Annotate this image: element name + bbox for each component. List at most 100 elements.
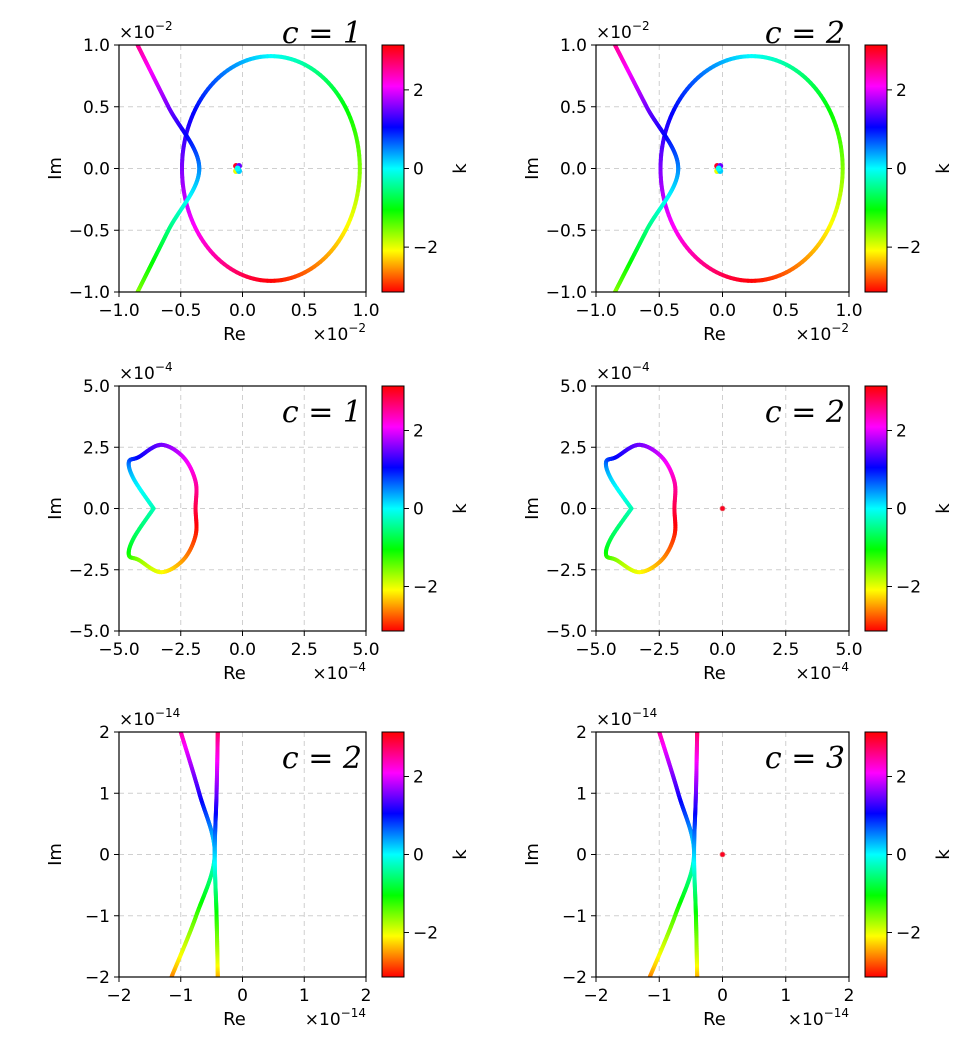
x-scale-label: ×10−14 [305,1006,366,1030]
colorbar-gradient [381,385,405,632]
x-scale-label: ×10−2 [312,321,366,345]
colorbar-label: k [450,849,471,860]
x-tick-label: 0 [237,986,248,1006]
y-tick-label: −2 [562,968,587,988]
colorbar-tick-label: 0 [413,846,424,866]
x-scale-label: ×10−2 [795,321,849,345]
x-tick-label: 0.5 [772,301,799,321]
c-annotation: c = 2 [282,741,362,776]
y-tick-label: −5.0 [69,622,110,642]
colorbar-tick-label: 0 [896,500,907,520]
x-tick-label: −5.0 [575,640,616,660]
y-tick-label: 1 [576,784,587,804]
colorbar-tick-label: 2 [413,768,424,788]
data-point [715,165,722,172]
c-annotation: c = 1 [282,395,362,430]
x-axis-label: Re [703,324,726,345]
colorbar-tick-label: 2 [413,81,424,101]
y-scale-label: ×10−4 [596,360,650,384]
colorbar-tick-label: 0 [896,160,907,180]
x-tick-label: 0.5 [291,301,318,321]
x-tick-label: 5.0 [835,640,862,660]
data-point [719,851,726,858]
x-axis-label: Re [223,663,246,684]
x-tick-label: 2 [844,986,855,1006]
y-axis-label: Im [45,157,66,180]
colorbar-tick-label: 0 [413,160,424,180]
y-tick-label: −0.5 [546,221,587,241]
y-tick-label: 5.0 [560,377,587,397]
colorbar-tick-label: −2 [413,238,438,258]
y-scale-label: ×10−14 [596,706,657,730]
y-tick-label: −2.5 [69,561,110,581]
colorbar-gradient [864,44,888,293]
colorbar: 2 0 −2 k [381,731,471,978]
y-axis-label: Im [45,843,66,866]
x-tick-label: 0.0 [229,640,256,660]
y-tick-label: 2.5 [83,438,110,458]
colorbar-tick-label: −2 [896,238,921,258]
colorbar-label: k [933,849,954,860]
colorbar-tick-label: −2 [896,923,921,943]
colorbar-tick-label: 2 [896,768,907,788]
colorbar-label: k [933,163,954,174]
x-tick-label: 2.5 [291,640,318,660]
c-annotation: c = 2 [765,395,845,430]
colorbar-tick-label: 2 [896,422,907,442]
colorbar-tick-label: −2 [413,923,438,943]
x-tick-label: −5.0 [98,640,139,660]
colorbar-tick-label: 0 [896,846,907,866]
x-tick-label: 1 [299,986,310,1006]
colorbar-tick-label: 0 [413,500,424,520]
plot-area [647,732,726,977]
grid [596,45,849,292]
y-tick-label: 2 [99,723,110,743]
plot-area [135,45,362,292]
colorbar: 2 0 −2 k [864,731,954,978]
y-tick-label: −1.0 [69,283,110,303]
colorbar-label: k [933,503,954,514]
x-scale-label: ×10−4 [795,660,849,684]
colorbar-tick-label: −2 [896,577,921,597]
curve-1 [179,54,362,283]
x-axis-label: Re [223,1009,246,1030]
grid [119,732,366,977]
x-tick-label: −1 [168,986,193,1006]
x-tick-label: 5.0 [352,640,379,660]
y-tick-label: −1 [562,907,587,927]
y-scale-label: ×10−14 [119,706,180,730]
y-tick-label: 5.0 [83,377,110,397]
c-annotation: c = 2 [765,16,845,51]
data-point [234,165,241,172]
x-tick-label: 1.0 [352,301,379,321]
y-scale-label: ×10−2 [119,19,173,43]
y-axis-label: Im [45,497,66,520]
subplot-1: −1.0−1.0 −0.5 −0.5 0.0 0.0 0.5 0.5 1.0 1.0 Re Im ×1… [45,16,471,345]
x-axis-label: Re [703,663,726,684]
x-tick-label: −2.5 [160,640,201,660]
x-tick-label: −1 [647,986,672,1006]
y-tick-label: 0.5 [560,98,587,118]
subplot-3: −5.0−5.0 −2.5 −2.5 0.0 0.0 2.5 2.5 5.0 5.0 Re Im ×1… [45,360,471,684]
y-tick-label: 1.0 [560,36,587,56]
y-scale-label: ×10−4 [119,360,173,384]
y-tick-label: −1.0 [546,283,587,303]
curve-point [150,506,156,513]
x-axis-label: Re [703,1009,726,1030]
x-tick-label: −2.5 [639,640,680,660]
colorbar-gradient [864,731,888,978]
data-point [719,505,726,512]
x-tick-label: −2 [106,986,131,1006]
plot-area [612,45,845,292]
curve-2 [135,45,202,292]
colorbar: 2 0 −2 k [381,385,471,632]
curve-1 [126,442,199,575]
x-tick-label: −0.5 [160,301,201,321]
y-tick-label: −5.0 [546,622,587,642]
y-tick-label: −1 [85,907,110,927]
colorbar-tick-label: −2 [413,577,438,597]
curve-1 [603,442,678,575]
